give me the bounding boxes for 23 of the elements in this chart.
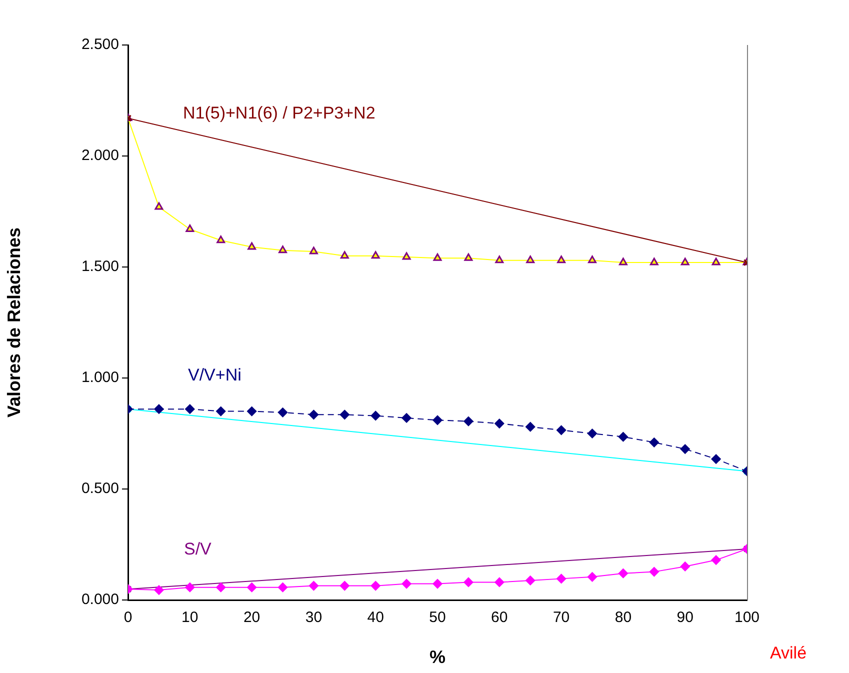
y-tick-label: 2.000 bbox=[81, 147, 119, 164]
x-tick-label: 70 bbox=[552, 609, 570, 626]
x-tick-label: 100 bbox=[734, 609, 760, 626]
y-tick-label: 1.000 bbox=[81, 369, 119, 386]
annotation: V/V+Ni bbox=[188, 366, 242, 385]
x-tick-label: 90 bbox=[676, 609, 694, 626]
x-tick-label: 30 bbox=[305, 609, 322, 626]
x-tick-label: 20 bbox=[243, 609, 260, 626]
x-axis-title: % bbox=[429, 647, 446, 668]
x-tick-label: 50 bbox=[429, 609, 446, 626]
annotation: N1(5)+N1(6) / P2+P3+N2 bbox=[183, 104, 376, 123]
x-tick-label: 10 bbox=[182, 609, 198, 626]
annotation: S/V bbox=[184, 540, 212, 559]
x-tick-label: 0 bbox=[124, 609, 132, 626]
x-tick-label: 60 bbox=[491, 609, 508, 626]
y-tick-label: 2.500 bbox=[81, 36, 119, 54]
y-tick-label: 0.500 bbox=[81, 480, 119, 498]
y-axis-title: Valores de Relaciones bbox=[4, 227, 24, 418]
y-tick-label: 1.500 bbox=[81, 258, 119, 276]
text: Avilé bbox=[770, 644, 807, 663]
y-tick-label: 0.000 bbox=[81, 591, 119, 608]
x-tick-label: 40 bbox=[367, 609, 384, 626]
x-tick-label: 80 bbox=[614, 609, 632, 626]
